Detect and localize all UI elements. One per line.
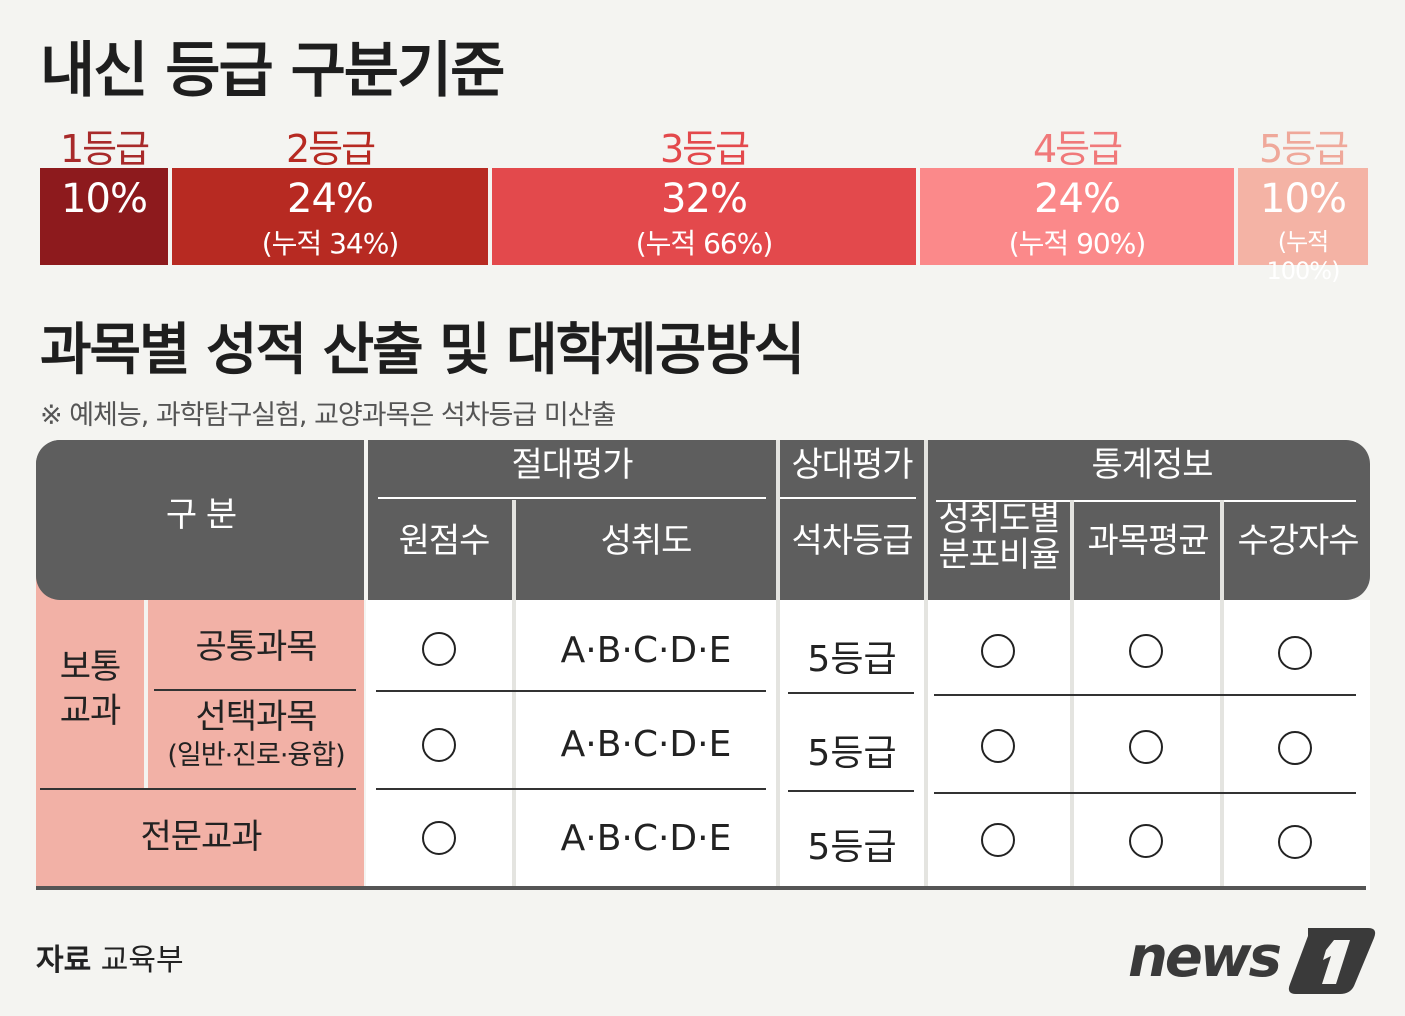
row-divider xyxy=(934,694,1356,696)
label-separator xyxy=(144,600,148,788)
column-separator xyxy=(512,600,516,890)
grade-4-pct: 24% xyxy=(1034,176,1121,222)
row-label-area xyxy=(36,570,366,890)
page-title: 내신 등급 구분기준 xyxy=(40,36,505,106)
table-bottom-border xyxy=(36,886,1366,890)
footnote: ※ 예체능, 과학탐구실험, 교양과목은 석차등급 미산출 xyxy=(40,400,616,431)
circle-mark xyxy=(422,728,456,762)
rank-cell: 5등급 xyxy=(807,639,897,680)
grade-3-cumulative: (누적 66%) xyxy=(635,227,774,260)
grade-2-cumulative: (누적 34%) xyxy=(261,227,400,260)
achievement-cell: A·B·C·D·E xyxy=(560,818,732,859)
grade-2-pct: 24% xyxy=(287,176,374,222)
grade-4-segment: 24% (누적 90%) xyxy=(920,168,1234,265)
row-label-elective-sub: (일반·진로·융합) xyxy=(167,740,345,771)
grade-1-label: 1등급 xyxy=(59,127,150,171)
circle-mark xyxy=(1278,825,1312,859)
circle-mark xyxy=(1129,634,1163,668)
table-body-background xyxy=(366,600,1370,890)
grading-table: 구 분 절대평가 상대평가 통계정보 원점수 성취도 석차등급 성취도별 분포비… xyxy=(36,440,1370,890)
header-rank-grade: 석차등급 xyxy=(791,521,913,561)
circle-mark xyxy=(1129,730,1163,764)
grade-1-segment: 10% xyxy=(40,168,168,265)
row-label-vocational: 전문교과 xyxy=(140,817,262,857)
grade-5-pct: 10% xyxy=(1260,176,1347,222)
grade-1-pct: 10% xyxy=(61,176,148,222)
circle-mark xyxy=(422,821,456,855)
circle-mark xyxy=(1278,636,1312,670)
grade-3-segment: 32% (누적 66%) xyxy=(492,168,916,265)
header-group-statistics: 통계정보 xyxy=(1091,445,1213,485)
column-separator xyxy=(776,600,780,890)
grade-5-segment: 10% (누적 100%) xyxy=(1238,168,1368,285)
circle-mark xyxy=(981,823,1015,857)
header-group-absolute: 절대평가 xyxy=(511,445,633,485)
grade-2-segment: 24% (누적 34%) xyxy=(172,168,488,265)
source-value: 교육부 xyxy=(100,943,184,978)
column-separator xyxy=(1070,600,1074,890)
grade-5-label: 5등급 xyxy=(1258,127,1349,171)
source-label: 자료 xyxy=(36,943,92,978)
header-group-relative: 상대평가 xyxy=(791,445,913,485)
circle-mark xyxy=(422,632,456,666)
row-divider xyxy=(934,792,1356,794)
achievement-cell: A·B·C·D·E xyxy=(560,724,732,765)
header-distribution: 성취도별 분포비율 xyxy=(938,499,1060,575)
grade-4-label: 4등급 xyxy=(1032,127,1123,171)
svg-text:news: news xyxy=(1128,925,1281,990)
header-achievement: 성취도 xyxy=(600,521,693,561)
grade-2-label: 2등급 xyxy=(285,127,376,171)
column-separator xyxy=(1220,600,1224,890)
circle-mark xyxy=(981,729,1015,763)
header-category: 구 분 xyxy=(165,495,237,535)
section-title: 과목별 성적 산출 및 대학제공방식 xyxy=(40,318,805,383)
row-label-elective: 선택과목 xyxy=(195,697,317,737)
row-divider xyxy=(40,788,356,790)
category-header-background xyxy=(36,440,366,600)
circle-mark xyxy=(1278,731,1312,765)
header-student-count: 수강자수 xyxy=(1237,521,1359,561)
circle-mark xyxy=(981,634,1015,668)
header-subject-average: 과목평균 xyxy=(1087,521,1209,561)
header-divider xyxy=(780,497,916,499)
circle-mark xyxy=(1129,824,1163,858)
grade-3-label: 3등급 xyxy=(659,127,750,171)
grade-4-cumulative: (누적 90%) xyxy=(1008,227,1147,260)
row-divider xyxy=(376,690,766,692)
header-divider xyxy=(936,500,1356,502)
row-label-common: 공통과목 xyxy=(195,627,317,667)
row-divider xyxy=(788,790,914,792)
column-separator xyxy=(924,600,928,890)
source-credit: 자료 교육부 xyxy=(36,935,184,979)
group-label-regular-subjects: 보통 교과 xyxy=(59,647,122,732)
header-divider xyxy=(378,497,766,499)
grade-3-pct: 32% xyxy=(661,176,748,222)
header-raw-score: 원점수 xyxy=(398,521,491,561)
news1-logo: news xyxy=(1128,925,1376,994)
rank-cell: 5등급 xyxy=(807,827,897,868)
achievement-cell: A·B·C·D·E xyxy=(560,630,732,671)
row-divider xyxy=(154,689,356,691)
row-divider xyxy=(376,788,766,790)
row-divider xyxy=(788,692,914,694)
rank-cell: 5등급 xyxy=(807,733,897,774)
grade-5-cumulative: (누적 100%) xyxy=(1266,228,1341,285)
